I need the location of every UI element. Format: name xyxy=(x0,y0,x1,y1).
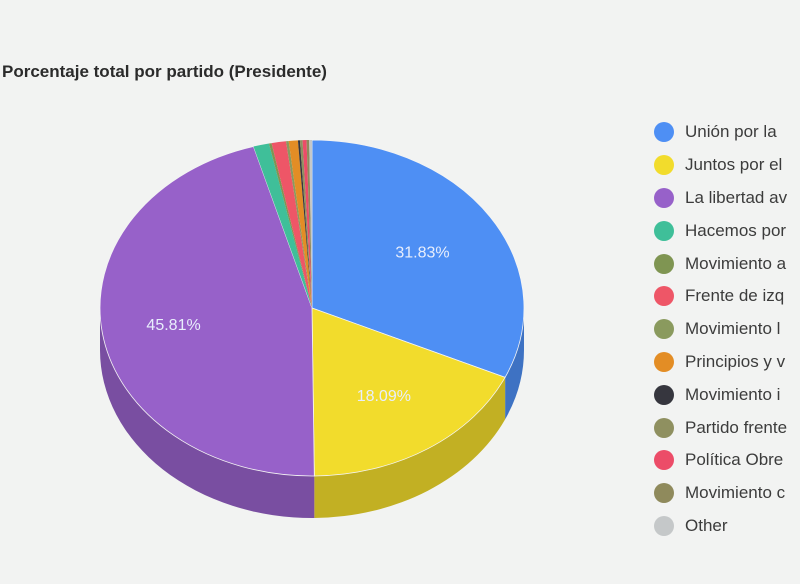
legend-dot-icon xyxy=(654,417,674,438)
legend-label: Juntos por el xyxy=(685,155,783,175)
pie-slice[interactable] xyxy=(311,307,506,477)
legend-item[interactable]: Movimiento a xyxy=(654,247,800,280)
legend-dot-icon xyxy=(654,220,674,241)
legend-item[interactable]: Movimiento i xyxy=(654,378,800,411)
pie-slice[interactable] xyxy=(297,140,312,308)
legend-item[interactable]: Unión por la xyxy=(654,116,800,149)
pie-slice[interactable] xyxy=(302,140,312,308)
legend-label: Movimiento a xyxy=(685,253,787,273)
pie-slice-side xyxy=(100,308,315,518)
pie-slice[interactable] xyxy=(306,140,312,308)
pie-slice[interactable] xyxy=(268,143,312,308)
pie-slice[interactable] xyxy=(253,143,312,308)
pie-chart: 31.83% 18.09% 45.81% xyxy=(99,139,525,518)
legend-label: Other xyxy=(685,515,728,535)
legend-item[interactable]: Movimiento l xyxy=(654,313,800,346)
pie-slice[interactable] xyxy=(311,139,525,378)
legend-item[interactable]: Juntos por el xyxy=(654,149,800,182)
legend-dot-icon xyxy=(654,515,674,536)
slice-value-label: 31.83% xyxy=(395,245,449,262)
legend-label: Política Obre xyxy=(685,450,784,470)
legend-label: Unión por la xyxy=(685,122,777,142)
slice-value-label: 45.81% xyxy=(146,317,200,334)
legend-label: La libertad av xyxy=(685,187,788,207)
legend-dot-icon xyxy=(654,450,674,471)
legend-item[interactable]: Other xyxy=(654,510,800,543)
legend-label: Movimiento l xyxy=(685,319,781,339)
legend-label: Partido frente xyxy=(685,417,788,437)
legend-item[interactable]: Frente de izq xyxy=(654,280,800,313)
legend-item[interactable]: Movimiento c xyxy=(654,477,800,510)
legend-item[interactable]: Política Obre xyxy=(654,444,800,477)
legend-dot-icon xyxy=(654,483,674,504)
legend-dot-icon xyxy=(654,286,674,307)
pie-side-walls xyxy=(100,308,524,518)
pie-slice[interactable] xyxy=(271,141,312,308)
legend-dot-icon xyxy=(654,122,674,143)
pie-slice[interactable] xyxy=(288,140,312,308)
legend-label: Movimiento c xyxy=(685,483,786,503)
legend-dot-icon xyxy=(654,253,674,274)
slice-value-label: 18.09% xyxy=(357,388,411,405)
pie-slice[interactable] xyxy=(286,141,312,308)
legend-dot-icon xyxy=(654,155,674,176)
legend-label: Movimiento i xyxy=(685,384,781,404)
pie-top-faces xyxy=(99,139,525,477)
legend-label: Principios y v xyxy=(685,351,786,371)
pie-slice[interactable] xyxy=(99,146,315,477)
pie-slice-side xyxy=(314,377,506,518)
legend-label: Hacemos por xyxy=(685,220,787,240)
legend-item[interactable]: Partido frente xyxy=(654,411,800,444)
pie-chart-svg: 31.83% 18.09% 45.81% xyxy=(99,139,525,518)
legend-item[interactable]: Principios y v xyxy=(654,346,800,379)
legend-dot-icon xyxy=(654,319,674,340)
legend-label: Frente de izq xyxy=(685,286,785,306)
chart-legend: Unión por la Juntos por el La libertad a… xyxy=(654,116,800,542)
legend-item[interactable]: Hacemos por xyxy=(654,214,800,247)
legend-item[interactable]: La libertad av xyxy=(654,182,800,215)
pie-slice[interactable] xyxy=(309,140,312,308)
legend-dot-icon xyxy=(654,384,674,405)
legend-dot-icon xyxy=(654,187,674,208)
chart-title: Porcentaje total por partido (Presidente… xyxy=(2,62,327,81)
pie-slice[interactable] xyxy=(299,140,312,308)
pie-slice-side xyxy=(505,308,524,420)
legend-dot-icon xyxy=(654,351,674,372)
